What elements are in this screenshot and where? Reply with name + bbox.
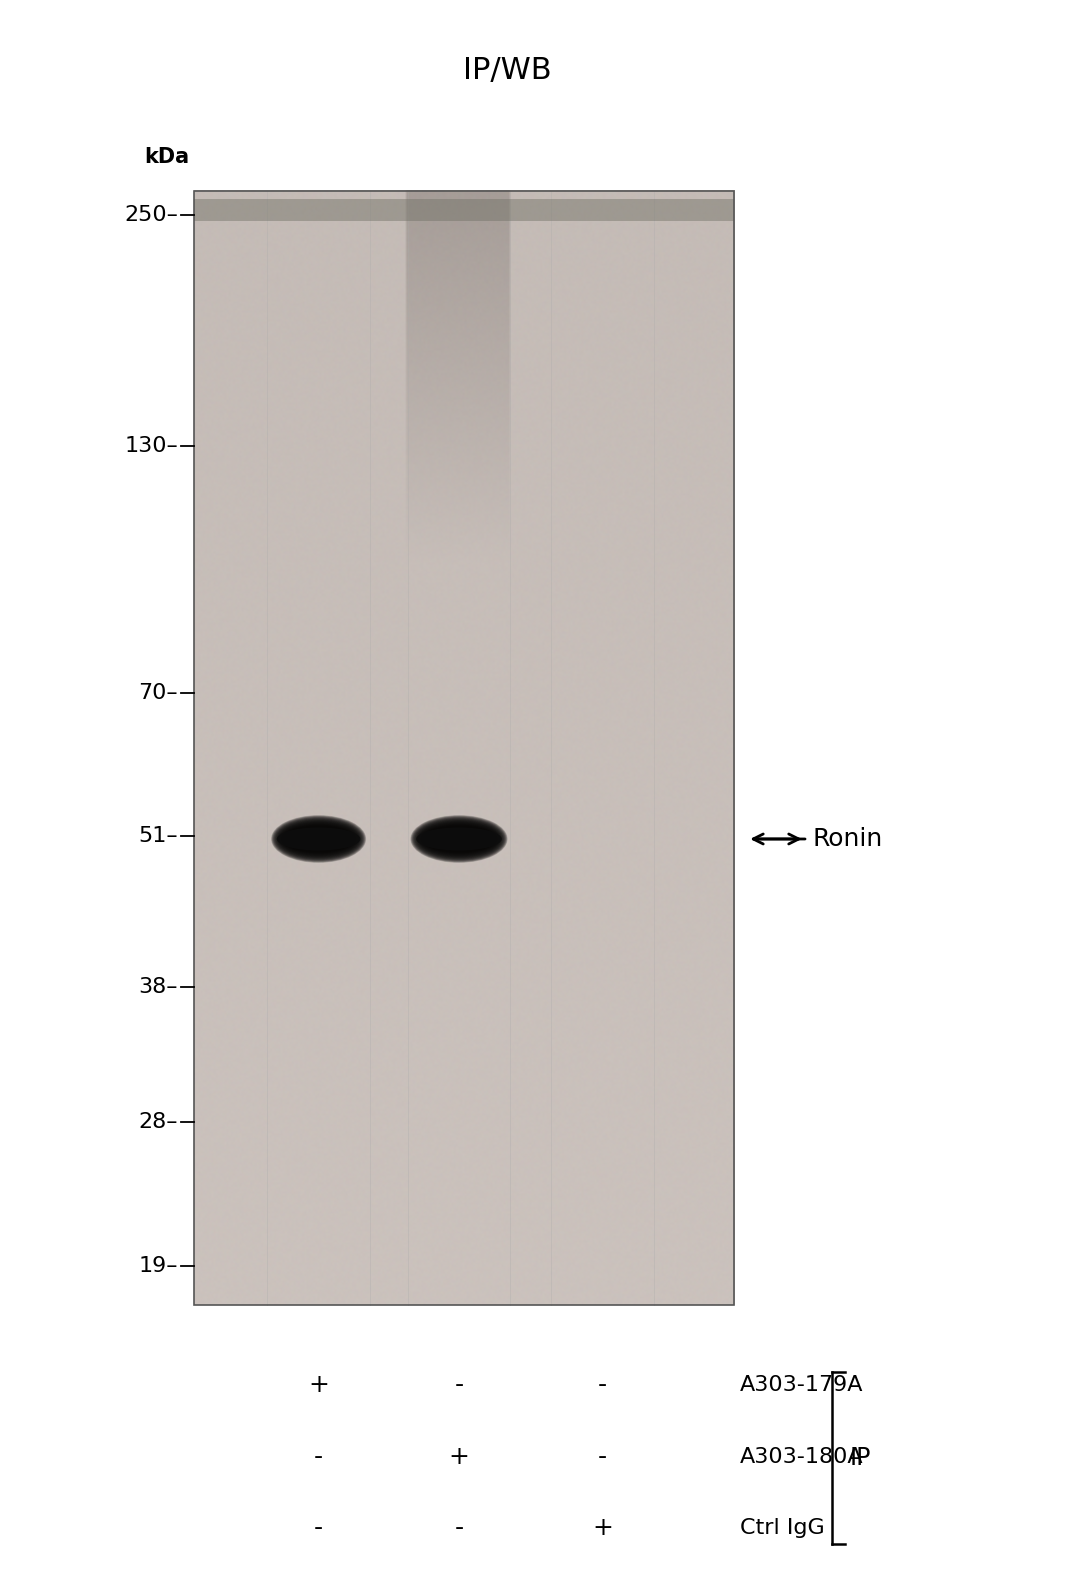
Ellipse shape [274, 818, 363, 860]
Ellipse shape [272, 817, 365, 861]
Ellipse shape [276, 820, 361, 858]
Ellipse shape [414, 818, 504, 860]
Ellipse shape [417, 820, 501, 858]
Ellipse shape [273, 817, 364, 861]
Text: Ctrl IgG: Ctrl IgG [740, 1519, 824, 1538]
Ellipse shape [416, 820, 502, 858]
Text: 28–: 28– [138, 1113, 178, 1132]
Text: +: + [592, 1516, 613, 1541]
Text: -: - [455, 1516, 463, 1541]
Ellipse shape [278, 821, 360, 856]
Ellipse shape [417, 821, 501, 856]
Ellipse shape [410, 815, 508, 863]
Text: Ronin: Ronin [812, 826, 882, 852]
Ellipse shape [415, 818, 503, 860]
Ellipse shape [414, 818, 504, 860]
Ellipse shape [278, 820, 360, 858]
Text: +: + [308, 1372, 329, 1398]
Bar [194, 191, 734, 1305]
Ellipse shape [413, 817, 505, 861]
Text: 38–: 38– [138, 977, 178, 997]
Ellipse shape [276, 828, 361, 850]
Ellipse shape [276, 820, 361, 858]
Bar [194, 199, 734, 221]
Ellipse shape [273, 817, 364, 861]
Ellipse shape [415, 820, 503, 858]
Ellipse shape [411, 815, 507, 863]
Text: A303-179A: A303-179A [740, 1375, 863, 1395]
Ellipse shape [414, 818, 504, 860]
Ellipse shape [415, 818, 503, 860]
Ellipse shape [272, 817, 365, 861]
Text: kDa: kDa [144, 146, 189, 167]
Text: 51–: 51– [138, 826, 178, 845]
Ellipse shape [413, 817, 505, 861]
Ellipse shape [271, 815, 366, 863]
Text: 250–: 250– [124, 205, 178, 224]
Text: A303-180A: A303-180A [740, 1447, 863, 1466]
Ellipse shape [274, 818, 363, 860]
Text: 70–: 70– [138, 683, 178, 702]
Text: +: + [448, 1444, 470, 1469]
Ellipse shape [415, 820, 503, 858]
Ellipse shape [271, 815, 366, 863]
Ellipse shape [275, 818, 362, 860]
Ellipse shape [276, 820, 361, 858]
Text: -: - [314, 1444, 323, 1469]
Ellipse shape [278, 821, 360, 856]
Ellipse shape [417, 821, 501, 856]
Ellipse shape [413, 817, 505, 861]
Ellipse shape [274, 818, 363, 860]
Ellipse shape [272, 815, 365, 863]
Ellipse shape [416, 820, 502, 858]
Ellipse shape [416, 828, 502, 850]
Text: IP: IP [850, 1446, 872, 1471]
Ellipse shape [416, 820, 502, 858]
Text: -: - [598, 1372, 607, 1398]
Ellipse shape [275, 820, 362, 858]
Ellipse shape [275, 820, 362, 858]
Ellipse shape [274, 818, 363, 860]
Text: -: - [455, 1372, 463, 1398]
Text: 130–: 130– [124, 436, 178, 455]
Text: -: - [314, 1516, 323, 1541]
Text: 19–: 19– [138, 1256, 178, 1275]
Ellipse shape [411, 817, 507, 861]
Text: IP/WB: IP/WB [463, 56, 552, 84]
Ellipse shape [410, 815, 508, 863]
Text: -: - [598, 1444, 607, 1469]
Ellipse shape [273, 817, 364, 861]
Ellipse shape [411, 817, 507, 861]
